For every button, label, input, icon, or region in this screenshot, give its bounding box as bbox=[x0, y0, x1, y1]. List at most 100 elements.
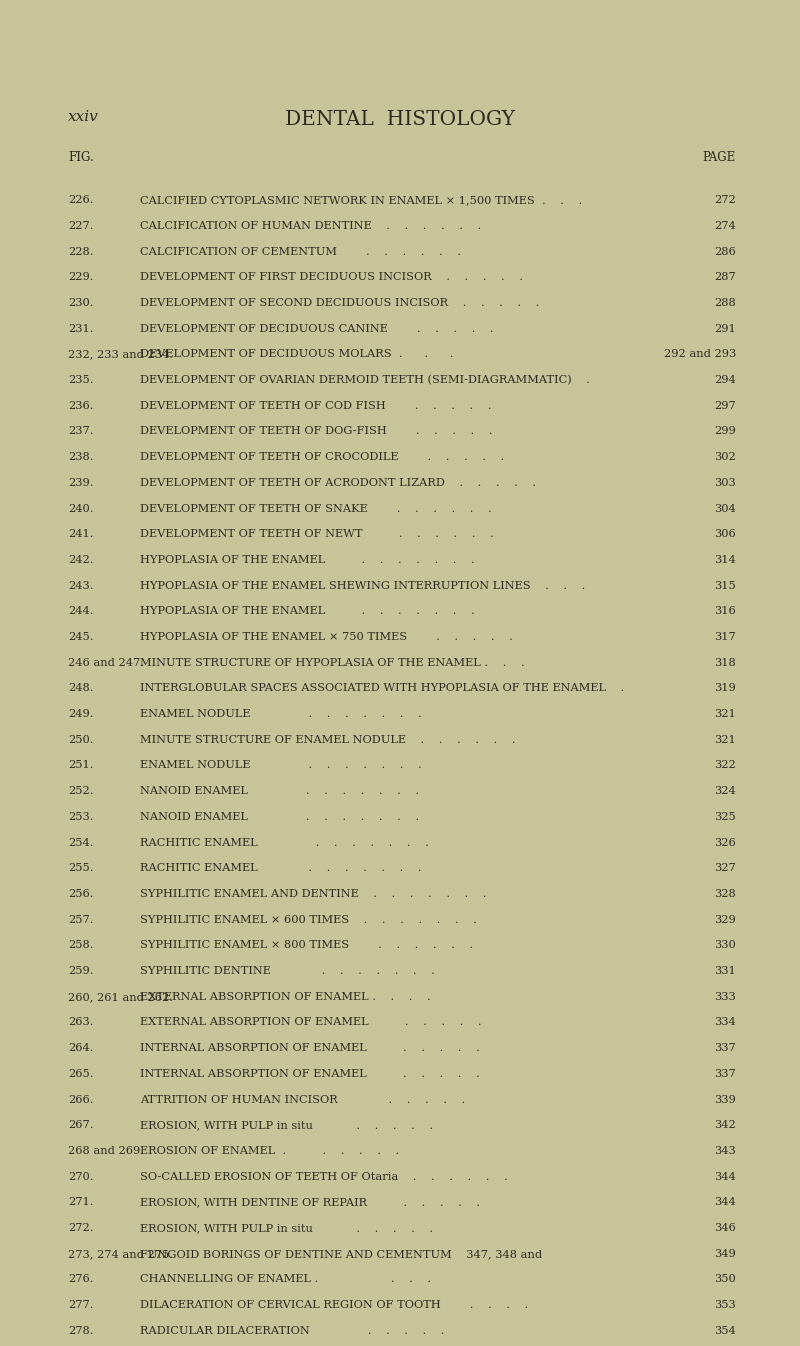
Text: INTERGLOBULAR SPACES ASSOCIATED WITH HYPOPLASIA OF THE ENAMEL    .: INTERGLOBULAR SPACES ASSOCIATED WITH HYP… bbox=[140, 684, 624, 693]
Text: 287: 287 bbox=[714, 272, 736, 283]
Text: 266.: 266. bbox=[68, 1094, 94, 1105]
Text: 229.: 229. bbox=[68, 272, 94, 283]
Text: 240.: 240. bbox=[68, 503, 94, 514]
Text: ATTRITION OF HUMAN INCISOR              .    .    .    .    .: ATTRITION OF HUMAN INCISOR . . . . . bbox=[140, 1094, 466, 1105]
Text: 291: 291 bbox=[714, 323, 736, 334]
Text: CHANNELLING OF ENAMEL .                    .    .    .: CHANNELLING OF ENAMEL . . . . bbox=[140, 1275, 431, 1284]
Text: 239.: 239. bbox=[68, 478, 94, 487]
Text: 299: 299 bbox=[714, 427, 736, 436]
Text: 343: 343 bbox=[714, 1145, 736, 1156]
Text: SYPHILITIC ENAMEL × 800 TIMES        .    .    .    .    .    .: SYPHILITIC ENAMEL × 800 TIMES . . . . . … bbox=[140, 941, 473, 950]
Text: 288: 288 bbox=[714, 297, 736, 308]
Text: xxiv: xxiv bbox=[68, 110, 98, 124]
Text: INTERNAL ABSORPTION OF ENAMEL          .    .    .    .    .: INTERNAL ABSORPTION OF ENAMEL . . . . . bbox=[140, 1069, 480, 1079]
Text: 321: 321 bbox=[714, 735, 736, 744]
Text: HYPOPLASIA OF THE ENAMEL × 750 TIMES        .    .    .    .    .: HYPOPLASIA OF THE ENAMEL × 750 TIMES . .… bbox=[140, 633, 513, 642]
Text: MINUTE STRUCTURE OF ENAMEL NODULE    .    .    .    .    .    .: MINUTE STRUCTURE OF ENAMEL NODULE . . . … bbox=[140, 735, 515, 744]
Text: 271.: 271. bbox=[68, 1198, 94, 1207]
Text: HYPOPLASIA OF THE ENAMEL SHEWING INTERRUPTION LINES    .    .    .: HYPOPLASIA OF THE ENAMEL SHEWING INTERRU… bbox=[140, 580, 586, 591]
Text: 273, 274 and 275.: 273, 274 and 275. bbox=[68, 1249, 173, 1259]
Text: 353: 353 bbox=[714, 1300, 736, 1310]
Text: 331: 331 bbox=[714, 966, 736, 976]
Text: EXTERNAL ABSORPTION OF ENAMEL          .    .    .    .    .: EXTERNAL ABSORPTION OF ENAMEL . . . . . bbox=[140, 1018, 482, 1027]
Text: 265.: 265. bbox=[68, 1069, 94, 1079]
Text: 337: 337 bbox=[714, 1043, 736, 1053]
Text: 235.: 235. bbox=[68, 376, 94, 385]
Text: DEVELOPMENT OF TEETH OF CROCODILE        .    .    .    .    .: DEVELOPMENT OF TEETH OF CROCODILE . . . … bbox=[140, 452, 504, 462]
Text: 294: 294 bbox=[714, 376, 736, 385]
Text: 316: 316 bbox=[714, 606, 736, 616]
Text: CALCIFICATION OF HUMAN DENTINE    .    .    .    .    .    .: CALCIFICATION OF HUMAN DENTINE . . . . .… bbox=[140, 221, 482, 232]
Text: 303: 303 bbox=[714, 478, 736, 487]
Text: 321: 321 bbox=[714, 709, 736, 719]
Text: 333: 333 bbox=[714, 992, 736, 1001]
Text: HYPOPLASIA OF THE ENAMEL          .    .    .    .    .    .    .: HYPOPLASIA OF THE ENAMEL . . . . . . . bbox=[140, 606, 474, 616]
Text: 306: 306 bbox=[714, 529, 736, 540]
Text: FUNGOID BORINGS OF DENTINE AND CEMENTUM    347, 348 and: FUNGOID BORINGS OF DENTINE AND CEMENTUM … bbox=[140, 1249, 542, 1259]
Text: 241.: 241. bbox=[68, 529, 94, 540]
Text: 248.: 248. bbox=[68, 684, 94, 693]
Text: HYPOPLASIA OF THE ENAMEL          .    .    .    .    .    .    .: HYPOPLASIA OF THE ENAMEL . . . . . . . bbox=[140, 555, 474, 565]
Text: DEVELOPMENT OF FIRST DECIDUOUS INCISOR    .    .    .    .    .: DEVELOPMENT OF FIRST DECIDUOUS INCISOR .… bbox=[140, 272, 523, 283]
Text: EXTERNAL ABSORPTION OF ENAMEL .    .    .    .: EXTERNAL ABSORPTION OF ENAMEL . . . . bbox=[140, 992, 430, 1001]
Text: 337: 337 bbox=[714, 1069, 736, 1079]
Text: SO-CALLED EROSION OF TEETH OF Otaria    .    .    .    .    .    .: SO-CALLED EROSION OF TEETH OF Otaria . .… bbox=[140, 1171, 508, 1182]
Text: 268 and 269.: 268 and 269. bbox=[68, 1145, 144, 1156]
Text: 329: 329 bbox=[714, 915, 736, 925]
Text: 328: 328 bbox=[714, 888, 736, 899]
Text: 242.: 242. bbox=[68, 555, 94, 565]
Text: 344: 344 bbox=[714, 1198, 736, 1207]
Text: 354: 354 bbox=[714, 1326, 736, 1335]
Text: 326: 326 bbox=[714, 837, 736, 848]
Text: 318: 318 bbox=[714, 658, 736, 668]
Text: 249.: 249. bbox=[68, 709, 94, 719]
Text: 250.: 250. bbox=[68, 735, 94, 744]
Text: SYPHILITIC ENAMEL × 600 TIMES    .    .    .    .    .    .    .: SYPHILITIC ENAMEL × 600 TIMES . . . . . … bbox=[140, 915, 477, 925]
Text: 350: 350 bbox=[714, 1275, 736, 1284]
Text: NANOID ENAMEL                .    .    .    .    .    .    .: NANOID ENAMEL . . . . . . . bbox=[140, 812, 419, 822]
Text: RACHITIC ENAMEL                .    .    .    .    .    .    .: RACHITIC ENAMEL . . . . . . . bbox=[140, 837, 429, 848]
Text: DEVELOPMENT OF TEETH OF ACRODONT LIZARD    .    .    .    .    .: DEVELOPMENT OF TEETH OF ACRODONT LIZARD … bbox=[140, 478, 536, 487]
Text: 319: 319 bbox=[714, 684, 736, 693]
Text: EROSION, WITH PULP in situ            .    .    .    .    .: EROSION, WITH PULP in situ . . . . . bbox=[140, 1120, 433, 1131]
Text: 342: 342 bbox=[714, 1120, 736, 1131]
Text: 334: 334 bbox=[714, 1018, 736, 1027]
Text: 277.: 277. bbox=[68, 1300, 94, 1310]
Text: 324: 324 bbox=[714, 786, 736, 797]
Text: 258.: 258. bbox=[68, 941, 94, 950]
Text: DEVELOPMENT OF OVARIAN DERMOID TEETH (SEMI-DIAGRAMMATIC)    .: DEVELOPMENT OF OVARIAN DERMOID TEETH (SE… bbox=[140, 376, 590, 385]
Text: 330: 330 bbox=[714, 941, 736, 950]
Text: 292 and 293: 292 and 293 bbox=[664, 350, 736, 359]
Text: INTERNAL ABSORPTION OF ENAMEL          .    .    .    .    .: INTERNAL ABSORPTION OF ENAMEL . . . . . bbox=[140, 1043, 480, 1053]
Text: 238.: 238. bbox=[68, 452, 94, 462]
Text: 267.: 267. bbox=[68, 1120, 94, 1131]
Text: 244.: 244. bbox=[68, 606, 94, 616]
Text: 228.: 228. bbox=[68, 246, 94, 257]
Text: 349: 349 bbox=[714, 1249, 736, 1259]
Text: 252.: 252. bbox=[68, 786, 94, 797]
Text: 272.: 272. bbox=[68, 1224, 94, 1233]
Text: 317: 317 bbox=[714, 633, 736, 642]
Text: 226.: 226. bbox=[68, 195, 94, 205]
Text: 274: 274 bbox=[714, 221, 736, 232]
Text: 339: 339 bbox=[714, 1094, 736, 1105]
Text: DILACERATION OF CERVICAL REGION OF TOOTH        .    .    .    .: DILACERATION OF CERVICAL REGION OF TOOTH… bbox=[140, 1300, 528, 1310]
Text: 254.: 254. bbox=[68, 837, 94, 848]
Text: DEVELOPMENT OF SECOND DECIDUOUS INCISOR    .    .    .    .    .: DEVELOPMENT OF SECOND DECIDUOUS INCISOR … bbox=[140, 297, 539, 308]
Text: 245.: 245. bbox=[68, 633, 94, 642]
Text: 256.: 256. bbox=[68, 888, 94, 899]
Text: DEVELOPMENT OF DECIDUOUS CANINE        .    .    .    .    .: DEVELOPMENT OF DECIDUOUS CANINE . . . . … bbox=[140, 323, 494, 334]
Text: SYPHILITIC ENAMEL AND DENTINE    .    .    .    .    .    .    .: SYPHILITIC ENAMEL AND DENTINE . . . . . … bbox=[140, 888, 486, 899]
Text: DENTAL  HISTOLOGY: DENTAL HISTOLOGY bbox=[285, 110, 515, 129]
Text: 327: 327 bbox=[714, 863, 736, 874]
Text: DEVELOPMENT OF TEETH OF NEWT          .    .    .    .    .    .: DEVELOPMENT OF TEETH OF NEWT . . . . . . bbox=[140, 529, 494, 540]
Text: 314: 314 bbox=[714, 555, 736, 565]
Text: CALCIFICATION OF CEMENTUM        .    .    .    .    .    .: CALCIFICATION OF CEMENTUM . . . . . . bbox=[140, 246, 461, 257]
Text: 259.: 259. bbox=[68, 966, 94, 976]
Text: 231.: 231. bbox=[68, 323, 94, 334]
Text: FIG.: FIG. bbox=[68, 151, 94, 164]
Text: PAGE: PAGE bbox=[702, 151, 736, 164]
Text: EROSION OF ENAMEL  .          .    .    .    .    .: EROSION OF ENAMEL . . . . . . bbox=[140, 1145, 399, 1156]
Text: 346: 346 bbox=[714, 1224, 736, 1233]
Text: 255.: 255. bbox=[68, 863, 94, 874]
